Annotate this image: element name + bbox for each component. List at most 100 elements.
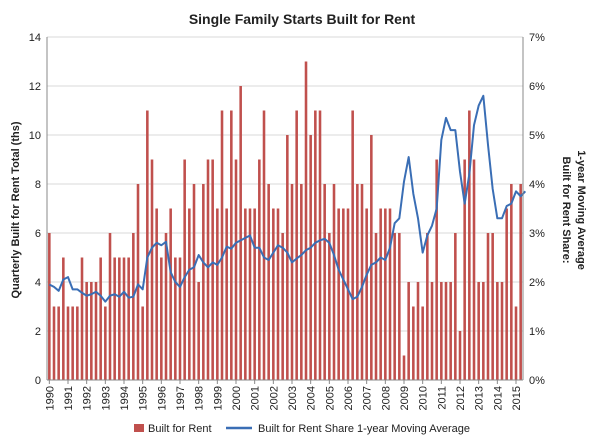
bar [262,110,266,380]
y-right-tick-label: 4% [529,179,545,191]
bar [323,184,326,380]
bar [435,159,438,380]
y-right-tick-label: 2% [529,277,545,289]
bar [468,110,471,380]
bar [440,282,443,380]
bar [332,184,336,380]
y-left-tick-label: 10 [29,130,41,142]
bar [239,86,242,380]
bar [132,233,135,380]
x-tick-label: 2008 [380,386,392,410]
bar [202,184,205,380]
x-tick-label: 1990 [44,386,56,410]
bar [482,282,485,380]
legend-label-bars: Built for Rent [148,423,212,435]
bar [99,257,102,380]
y-left-tick-label: 2 [35,326,41,338]
bar [188,208,191,380]
x-tick-label: 1997 [175,386,187,410]
bar [295,110,298,380]
bar [118,257,121,380]
share-line [48,94,527,303]
bar [169,208,172,380]
bar [276,208,280,380]
x-tick-label: 2002 [268,386,280,410]
bar [225,208,228,380]
bar [351,110,354,380]
bar [496,282,499,380]
x-axis-ticks: 1990 1991 1992 1993 1994 1995 1996 1997 1998 1999… [44,380,523,410]
bar [90,282,93,380]
bar [384,208,387,380]
bar [71,306,74,380]
x-tick-label: 2007 [362,386,374,410]
bar [197,282,200,380]
bar [449,282,452,380]
bar [337,208,340,380]
bar [150,159,154,380]
bar [48,233,51,380]
bar [365,208,368,380]
bar [62,257,65,380]
x-tick-label: 2005 [324,386,336,410]
bar [136,184,140,380]
y-axis-left-ticks: 0 2 4 6 8 10 12 14 [29,32,41,387]
bar [206,159,210,380]
bar [267,184,270,380]
legend: Built for Rent Built for Rent Share 1-ye… [134,423,470,435]
bar [104,306,107,380]
x-tick-label: 2013 [474,386,486,410]
bar [360,184,364,380]
bar [281,233,284,380]
bar [108,233,112,380]
bar [66,306,70,380]
bar [146,110,149,380]
bar [286,135,289,380]
y-right-tick-label: 7% [529,32,545,44]
bar [85,282,88,380]
chart-title: Single Family Starts Built for Rent [189,11,416,27]
bar [258,159,261,380]
bar [477,282,480,380]
x-tick-label: 2012 [455,386,467,410]
bar [426,233,429,380]
y-left-tick-label: 0 [35,375,41,387]
bar [463,159,466,380]
bar [342,208,345,380]
y-right-tick-label: 1% [529,326,545,338]
bar [141,306,144,380]
x-tick-label: 2001 [250,386,262,410]
x-tick-label: 1994 [119,386,131,410]
x-tick-label: 2014 [492,386,504,410]
share-series-line [48,94,527,303]
y-right-tick-label: 0% [529,375,545,387]
bar [421,306,424,380]
bar [510,184,513,380]
x-tick-label: 1996 [156,386,168,410]
bar [514,306,518,380]
bar [113,257,116,380]
bars [48,61,522,380]
bar [505,208,508,380]
x-tick-label: 1992 [82,386,94,410]
bar [52,306,56,380]
x-tick-label: 1995 [138,386,150,410]
x-tick-label: 2010 [418,386,430,410]
bar [304,61,308,380]
bar [248,208,252,380]
x-tick-label: 1998 [194,386,206,410]
x-tick-label: 2003 [287,386,299,410]
x-tick-label: 2011 [436,386,448,410]
bar [164,233,168,380]
bar [519,184,522,380]
bar [430,282,434,380]
bar [458,331,462,380]
bar [346,208,350,380]
bar [174,257,177,380]
bar [300,184,303,380]
bar [234,159,238,380]
bar [454,233,457,380]
y-axis-right-label-line-2: 1-year Moving Average [575,150,587,270]
bar [398,233,401,380]
